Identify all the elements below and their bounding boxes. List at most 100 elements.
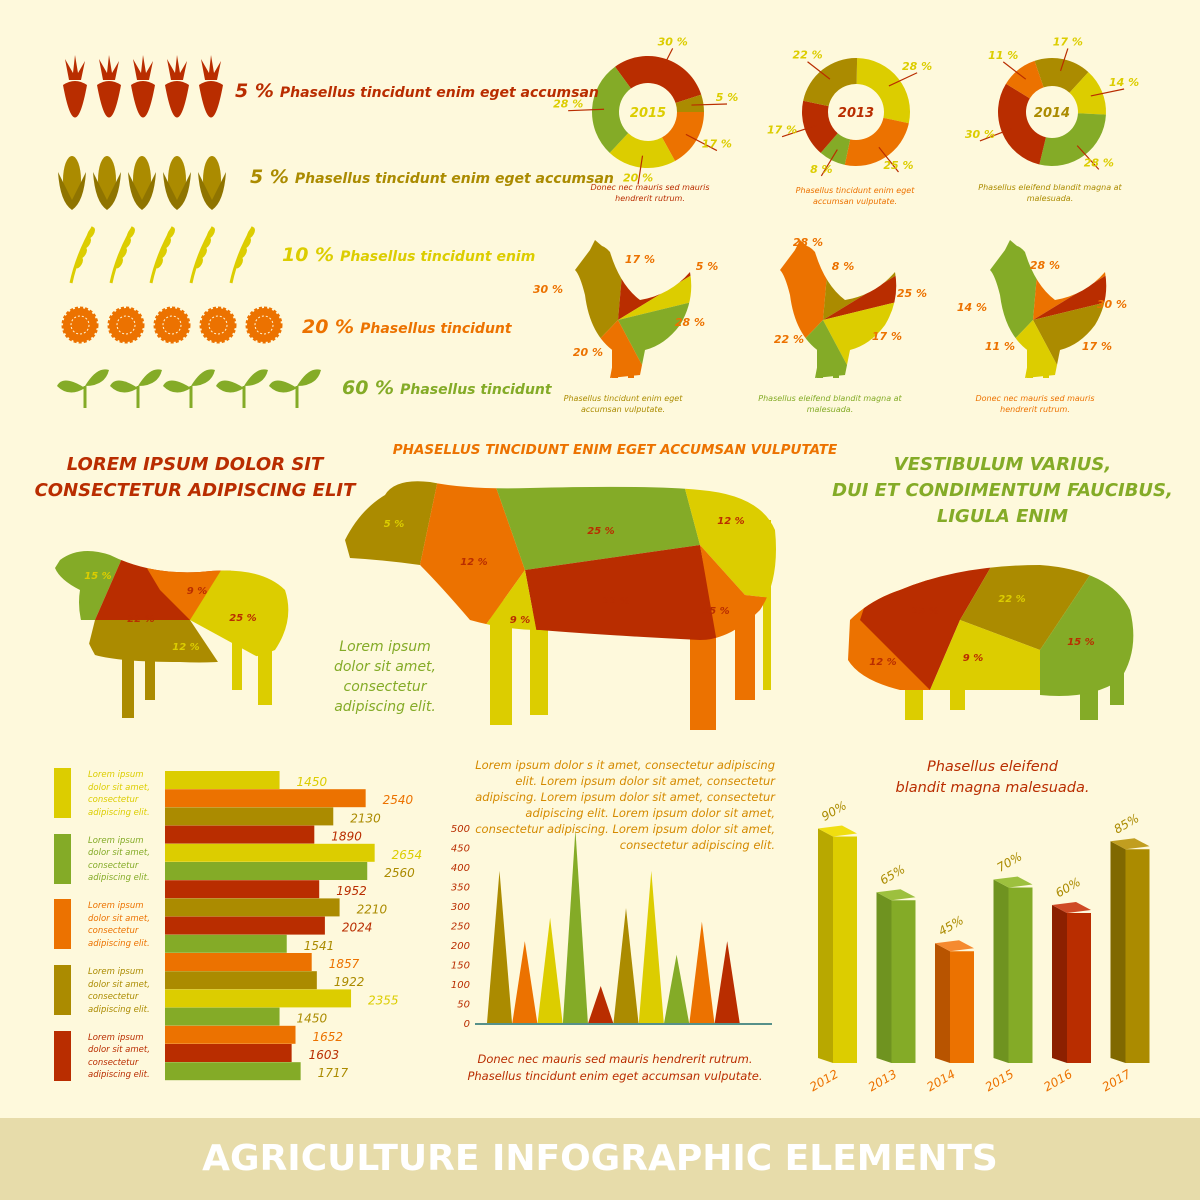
sheep-leg [232, 640, 242, 690]
legend-swatch [54, 899, 71, 950]
y-tick-label: 0 [464, 1019, 470, 1030]
wheat-grain-icon [195, 257, 203, 269]
donut-label: 11 % [988, 49, 1018, 62]
donut-slice [592, 66, 631, 153]
donut-slice [844, 117, 909, 166]
hbar-value: 2654 [392, 848, 423, 862]
sheep-leg [145, 640, 155, 700]
bar3d-label: 45% [936, 913, 966, 938]
wheat-grain-icon [119, 247, 127, 259]
crop-row-sprout: 60 % Phasellus tincidunt [342, 377, 552, 399]
donut-slice [856, 58, 910, 124]
bar3d-front [1067, 913, 1091, 1063]
crop-text: Phasellus tincidunt enim eget accumsan [279, 85, 599, 101]
bar3d-top [818, 825, 857, 837]
donut-leader-line [685, 133, 718, 152]
donut-slice [803, 57, 858, 107]
sprout-icon [269, 380, 297, 393]
donut-leader-line [691, 103, 728, 106]
beet-leaves-icon [65, 55, 85, 80]
bar3d-front [891, 900, 916, 1063]
donut-slice [820, 133, 851, 165]
hbar-value: 2130 [350, 811, 381, 825]
cow-leg [490, 600, 512, 725]
donut-leader-line [807, 61, 831, 80]
wheat-grain-icon [163, 237, 171, 249]
beet-icon [199, 81, 223, 118]
crop-text: Phasellus tincidunt enim [340, 249, 536, 265]
donut-label: 25 % [883, 159, 913, 172]
beet-leaves-icon [201, 55, 221, 80]
donut-label: 30 % [658, 35, 688, 48]
y-tick-label: 250 [451, 922, 470, 933]
bar3d-year: 2016 [1041, 1067, 1075, 1095]
y-tick-label: 500 [451, 824, 470, 835]
hen-label: 8 % [832, 260, 855, 273]
bar3d-year: 2017 [1100, 1067, 1134, 1095]
bar3d-label: 60% [1053, 875, 1083, 900]
hbar [165, 971, 317, 990]
bar3d-side [1052, 905, 1067, 1063]
donut-label: 28 % [1084, 156, 1114, 169]
donut-label: 22 % [792, 49, 822, 62]
sprout-leaf-icon [85, 369, 109, 386]
legend-swatch [54, 1030, 71, 1081]
bar3d-front [1125, 849, 1150, 1063]
sunflower-center-icon [162, 315, 182, 335]
donut-label: 17 % [1053, 35, 1083, 48]
corn-husk-icon [163, 172, 191, 210]
crop-pct: 5 % [235, 80, 274, 102]
hbar-value: 2560 [384, 866, 415, 880]
crop-row-beet: 5 % Phasellus tincidunt enim eget accumsa… [235, 80, 599, 102]
bar3d-side [818, 828, 833, 1063]
cow-leg [763, 520, 771, 690]
spike-bar [562, 829, 588, 1023]
hen-label: 14 % [957, 301, 987, 314]
hen-label: 30 % [1097, 298, 1127, 311]
hen-label: 25 % [897, 287, 927, 300]
cow-label: 25 % [587, 526, 614, 537]
hen-comb [1005, 240, 1017, 250]
hbar-value: 2540 [383, 793, 414, 807]
spike-bar [512, 941, 538, 1023]
sunflower-center-icon [70, 315, 90, 335]
pig-label: 9 % [963, 653, 983, 664]
hen-label: 11 % [985, 340, 1015, 353]
donut-slice [661, 111, 705, 162]
crop-row-sunflower: 20 % Phasellus tincidunt [302, 316, 512, 338]
hbar [165, 934, 287, 953]
pig-region [860, 565, 995, 690]
hen-region [618, 270, 692, 320]
hen-leg [833, 350, 839, 378]
bar3d-top [1110, 838, 1150, 850]
donut-slice [1039, 113, 1106, 167]
legend-text: Lorem ipsum dolor sit amet, consectetur … [88, 835, 150, 884]
bar3d-year: 2015 [983, 1067, 1016, 1094]
bar3d-label: 70% [994, 849, 1024, 874]
spike-bar [613, 907, 639, 1023]
hbar [165, 789, 366, 808]
hbar-value: 1952 [336, 884, 367, 898]
cow-label: 5 % [384, 519, 404, 530]
bar3d-side [993, 879, 1009, 1063]
sunflower-icon [245, 306, 283, 344]
y-tick-label: 100 [451, 980, 470, 991]
hbar [165, 1007, 280, 1026]
crop-pct: 5 % [250, 166, 289, 188]
wheat-grain-icon [83, 237, 91, 249]
legend-swatch [54, 768, 71, 818]
bar3d-top [935, 940, 974, 952]
legend-swatch [54, 833, 71, 884]
wheat-grain-icon [235, 257, 243, 269]
wheat-grain-icon [159, 247, 167, 259]
donut-year: 2013 [838, 106, 874, 121]
spike-bar [638, 870, 664, 1023]
crop-pct: 20 % [302, 316, 355, 338]
cow-region [490, 481, 700, 570]
spike-bar [664, 954, 690, 1023]
hbar-value: 1603 [309, 1048, 340, 1062]
legend-text: Lorem ipsum dolor sit amet, consectetur … [88, 967, 150, 1015]
donut-caption: Phasellus eleifend blandit magna at male… [978, 183, 1122, 203]
donut-caption: Phasellus tincidunt enim eget accumsan v… [795, 186, 915, 206]
hen-label: 20 % [573, 346, 603, 359]
